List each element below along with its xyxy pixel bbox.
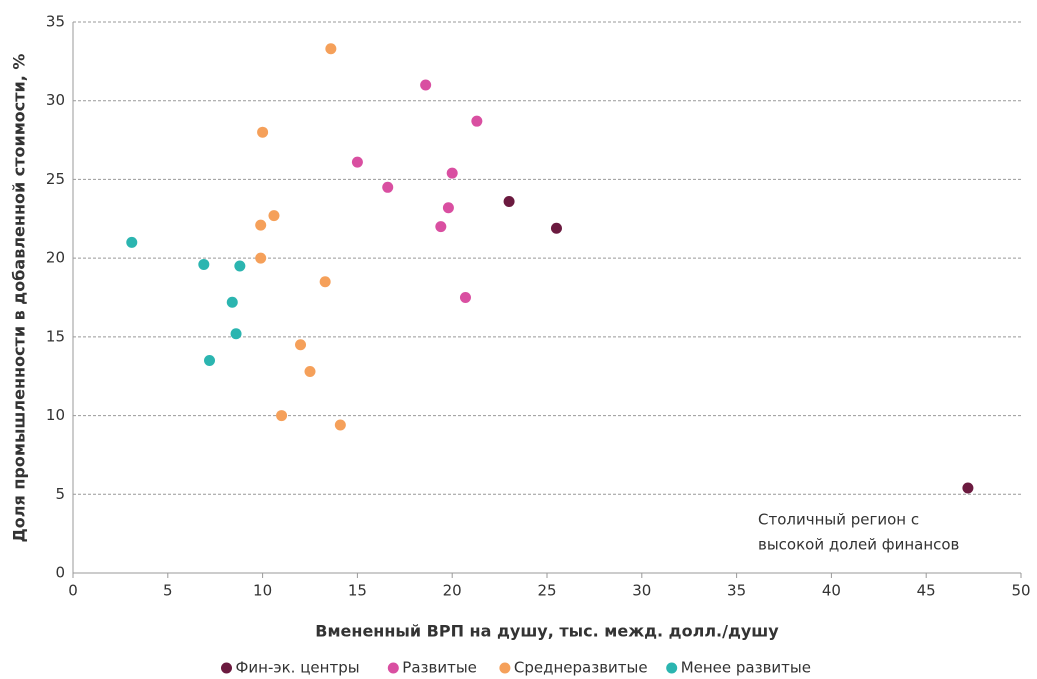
x-tick-label: 10	[253, 582, 272, 600]
point	[276, 410, 288, 422]
point	[382, 181, 394, 193]
y-tick-label: 0	[55, 564, 65, 582]
point	[435, 221, 447, 233]
legend-marker	[387, 662, 399, 674]
legend-marker	[666, 662, 678, 674]
y-tick-label: 10	[46, 406, 65, 424]
annotation: Столичный регион с	[758, 511, 919, 529]
point	[234, 260, 246, 272]
point	[334, 419, 346, 431]
point	[446, 167, 458, 179]
legend-marker	[499, 662, 511, 674]
point	[351, 156, 363, 168]
point	[255, 252, 267, 264]
point	[459, 292, 471, 303]
legend-label: Среднеразвитые	[514, 659, 648, 677]
y-tick-label: 20	[46, 249, 65, 267]
y-tick-label: 25	[46, 170, 65, 188]
annotation: высокой долей финансов	[758, 536, 959, 554]
point	[198, 258, 210, 270]
point	[126, 236, 138, 248]
point	[204, 354, 216, 366]
y-axis-title: Доля промышленности в добавленной стоимо…	[10, 54, 29, 543]
point	[226, 296, 238, 308]
x-tick-label: 15	[348, 582, 367, 600]
x-tick-label: 25	[537, 582, 556, 600]
x-tick-label: 20	[443, 582, 462, 600]
y-tick-label: 30	[46, 91, 65, 109]
point	[962, 482, 974, 494]
y-tick-label: 35	[46, 13, 65, 31]
point	[319, 276, 331, 288]
point	[325, 43, 337, 55]
point	[304, 365, 316, 377]
y-tick-label: 15	[46, 327, 65, 345]
point	[550, 222, 562, 234]
point	[471, 115, 483, 127]
point	[295, 339, 307, 351]
point	[230, 328, 242, 340]
y-tick-label: 5	[55, 485, 65, 503]
x-tick-label: 50	[1011, 582, 1030, 600]
x-tick-label: 30	[632, 582, 651, 600]
legend-label: Развитые	[402, 659, 477, 677]
point	[420, 79, 432, 91]
x-tick-label: 45	[917, 582, 936, 600]
legend-label: Менее развитые	[681, 659, 811, 677]
point	[268, 210, 280, 222]
point	[442, 202, 454, 214]
x-tick-label: 40	[822, 582, 841, 600]
point	[503, 195, 515, 207]
x-tick-label: 0	[68, 582, 78, 600]
point	[257, 126, 269, 138]
legend-label: Фин-эк. центры	[236, 659, 360, 677]
legend-marker	[221, 662, 232, 674]
x-tick-label: 35	[727, 582, 746, 600]
x-tick-label: 5	[163, 582, 173, 600]
point	[255, 219, 267, 231]
x-axis-title: Вмененный ВРП на душу, тыс. межд. долл./…	[315, 622, 779, 641]
